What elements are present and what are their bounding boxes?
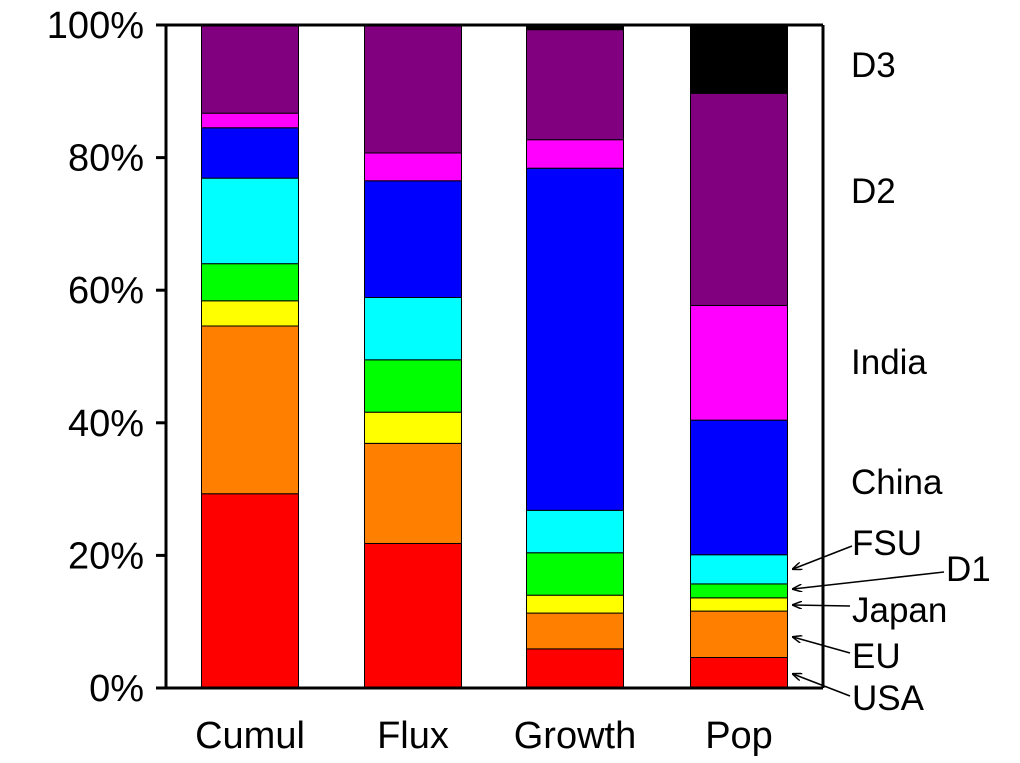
bar-segment-flux-usa [364, 542, 462, 689]
bar-segment-cumul-fsu [201, 177, 299, 265]
legend-arrow-usa [793, 674, 851, 697]
labels-layer: 0% 20% 40% 60% 80% 100% Cumul Flux Growth Pop USAE… [47, 5, 991, 757]
axes-layer [156, 23, 825, 690]
bar-segment-pop-d3 [690, 24, 788, 94]
y-tick-label: 40% [68, 403, 144, 445]
bar-segment-pop-usa [690, 657, 788, 689]
bar-segment-flux-fsu [364, 296, 462, 361]
legend-arrow-fsu [793, 545, 853, 569]
bar-segment-cumul-india [201, 112, 299, 129]
bar-segment-pop-india [690, 304, 788, 421]
legend-arrow-japan [793, 605, 851, 606]
legend-label-usa: USA [852, 679, 925, 718]
x-category-label-pop: Pop [705, 715, 773, 757]
bar-segment-flux-india [364, 152, 462, 182]
legend-label-d2: D2 [851, 172, 896, 211]
bar-segment-cumul-d2 [201, 24, 299, 114]
legend-arrow-d1 [793, 571, 945, 589]
bar-segment-pop-fsu [690, 554, 788, 585]
y-tick-label: 100% [47, 5, 144, 47]
bar-segment-pop-eu [690, 610, 788, 659]
bar-segment-flux-d2 [364, 24, 462, 154]
bar-segment-pop-d2 [690, 92, 788, 306]
legend-label-india: India [851, 343, 927, 382]
bar-segment-flux-japan [364, 411, 462, 444]
legend-label-d3: D3 [851, 46, 896, 85]
y-tick-label: 60% [68, 270, 144, 312]
bar-segment-growth-japan [526, 594, 624, 614]
legend-label-eu: EU [852, 637, 901, 676]
bar-segment-growth-china [526, 167, 624, 511]
bar-segment-cumul-eu [201, 325, 299, 495]
legend-label-japan: Japan [852, 591, 947, 630]
legend-label-china: China [851, 463, 943, 502]
legend-label-d1: D1 [946, 550, 991, 589]
bar-segment-pop-china [690, 419, 788, 556]
bar-segment-cumul-usa [201, 493, 299, 689]
bar-segment-growth-eu [526, 612, 624, 650]
bars-layer [201, 24, 788, 689]
y-tick-label: 20% [68, 535, 144, 577]
x-category-label-growth: Growth [514, 715, 636, 757]
y-tick-label: 0% [89, 668, 144, 710]
bar-segment-cumul-d1 [201, 263, 299, 302]
bar-segment-flux-eu [364, 442, 462, 544]
bar-segment-growth-usa [526, 648, 624, 689]
x-category-label-cumul: Cumul [195, 715, 305, 757]
bar-segment-growth-india [526, 139, 624, 169]
bar-segment-cumul-china [201, 127, 299, 179]
x-category-label-flux: Flux [377, 715, 449, 757]
bar-segment-pop-d1 [690, 583, 788, 599]
bar-segment-flux-d1 [364, 359, 462, 413]
y-tick-label: 80% [68, 138, 144, 180]
legend-arrow-eu [793, 637, 851, 654]
legend-label-fsu: FSU [852, 524, 922, 563]
bar-segment-growth-d2 [526, 29, 624, 141]
bar-segment-flux-china [364, 180, 462, 298]
bar-segment-cumul-japan [201, 300, 299, 327]
bar-segment-growth-d1 [526, 552, 624, 596]
bar-segment-pop-japan [690, 597, 788, 612]
bar-segment-growth-fsu [526, 509, 624, 554]
